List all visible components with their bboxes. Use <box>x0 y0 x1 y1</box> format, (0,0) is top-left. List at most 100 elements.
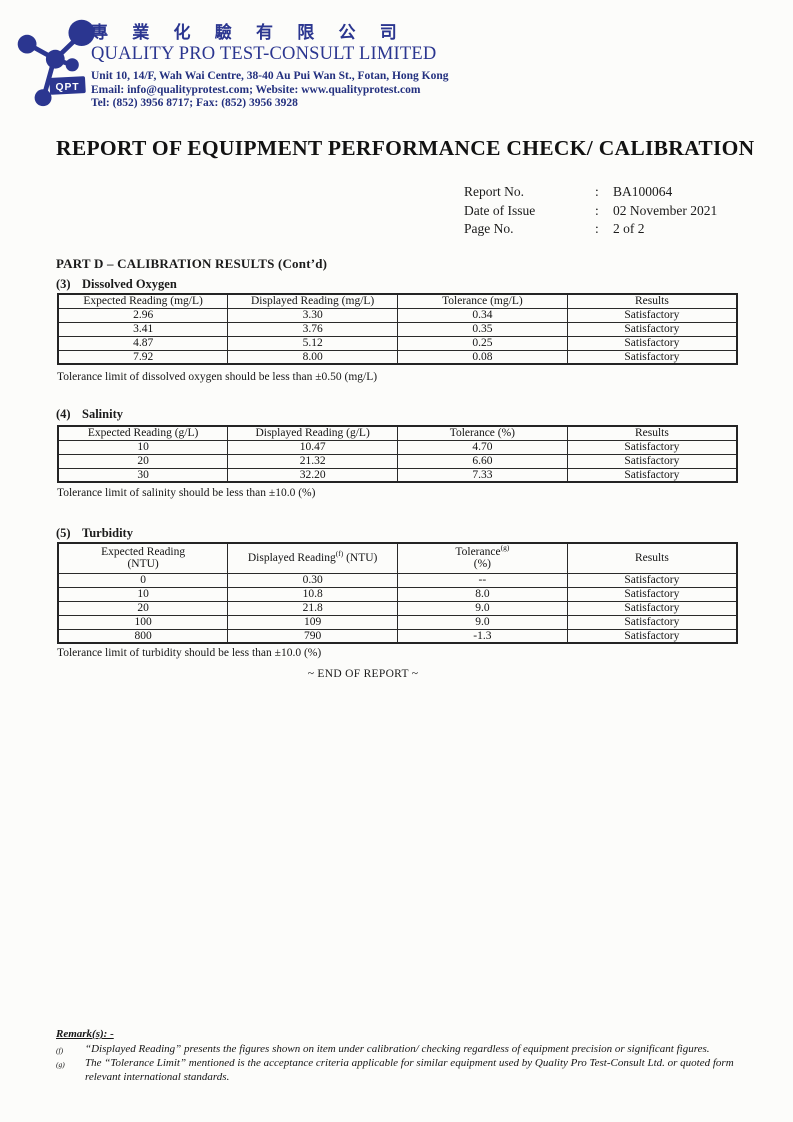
table-row: 3.41 3.76 0.35 Satisfactory <box>57 321 738 337</box>
remark-marker-f: (f) <box>56 1045 64 1055</box>
table-row: 20 21.8 9.0 Satisfactory <box>57 600 738 616</box>
column-header: Displayed Reading (g/L) <box>227 425 398 441</box>
column-header: Displayed Reading(f) (NTU) <box>227 542 398 574</box>
remarks-heading: Remark(s): - <box>56 1028 114 1040</box>
table-cell: 8.00 <box>227 349 398 365</box>
remarks-block: Remark(s): - (f) “Displayed Reading” pre… <box>56 1028 762 1084</box>
column-header: Expected Reading (g/L) <box>57 425 229 441</box>
section-4-number: (4) <box>56 407 71 421</box>
table-cell: 0.25 <box>397 335 568 351</box>
table-row: 10 10.47 4.70 Satisfactory <box>57 439 738 455</box>
table-cell: 790 <box>227 628 398 644</box>
section-3-heading: (3) Dissolved Oxygen <box>56 277 177 292</box>
company-name-chinese: 專 業 化 驗 有 限 公 司 <box>91 23 407 42</box>
table-cell: 20 <box>57 600 229 616</box>
table-row: 20 21.32 6.60 Satisfactory <box>57 453 738 469</box>
table-cell: Satisfactory <box>566 586 738 602</box>
section-5-heading: (5) Turbidity <box>56 526 133 541</box>
table-cell: 9.0 <box>397 614 568 630</box>
table-cell: Satisfactory <box>566 321 738 337</box>
table-cell: 8.0 <box>397 586 568 602</box>
footnote-marker-g: (g) <box>500 542 510 552</box>
letterhead: 專 業 化 驗 有 限 公 司 QUALITY PRO TEST-CONSULT… <box>91 18 449 111</box>
table-row: 100 109 9.0 Satisfactory <box>57 614 738 630</box>
page-no-row: Page No. : 2 of 2 <box>464 220 717 239</box>
column-header: Expected Reading (mg/L) <box>57 293 229 309</box>
table-cell: 0.30 <box>227 572 398 588</box>
logo-text: QPT <box>55 82 79 93</box>
table-cell: 100 <box>57 614 229 630</box>
table-row: 2.96 3.30 0.34 Satisfactory <box>57 307 738 323</box>
table-cell: 6.60 <box>397 453 568 469</box>
dissolved-oxygen-tolerance-note: Tolerance limit of dissolved oxygen shou… <box>57 371 378 383</box>
remark-item-g: (g) The “Tolerance Limit” mentioned is t… <box>56 1057 762 1084</box>
table-cell: 0.35 <box>397 321 568 337</box>
table-cell: Satisfactory <box>566 335 738 351</box>
date-of-issue-label: Date of Issue <box>464 202 536 218</box>
table-cell: 7.33 <box>397 467 568 483</box>
company-address: Unit 10, 14/F, Wah Wai Centre, 38-40 Au … <box>91 70 449 82</box>
table-cell: Satisfactory <box>566 628 738 644</box>
table-cell: Satisfactory <box>566 439 738 455</box>
table-cell: Satisfactory <box>566 600 738 616</box>
report-info-block: Report No. : BA100064 Date of Issue : 02… <box>464 183 717 239</box>
table-cell: 4.70 <box>397 439 568 455</box>
column-header: Results <box>566 542 738 574</box>
table-cell: Satisfactory <box>566 467 738 483</box>
column-header: Tolerance (%) <box>397 425 568 441</box>
table-cell: 10.8 <box>227 586 398 602</box>
separator: : <box>595 202 599 218</box>
company-email-website: Email: info@qualityprotest.com; Website:… <box>91 83 421 96</box>
section-3-name: Dissolved Oxygen <box>82 277 177 291</box>
table-cell: Satisfactory <box>566 307 738 323</box>
table-cell: 0.34 <box>397 307 568 323</box>
table-cell: 21.32 <box>227 453 398 469</box>
column-header: Tolerance (mg/L) <box>397 293 568 309</box>
table-row: 4.87 5.12 0.25 Satisfactory <box>57 335 738 351</box>
report-no-row: Report No. : BA100064 <box>464 183 717 202</box>
table-cell: 3.30 <box>227 307 398 323</box>
turbidity-table: Expected Reading (NTU) Displayed Reading… <box>57 542 738 644</box>
table-cell: 9.0 <box>397 600 568 616</box>
table-cell: Satisfactory <box>566 572 738 588</box>
report-title: REPORT OF EQUIPMENT PERFORMANCE CHECK/ C… <box>56 136 755 160</box>
table-row: 800 790 -1.3 Satisfactory <box>57 628 738 644</box>
table-cell: 30 <box>57 467 229 483</box>
table-cell: 20 <box>57 453 229 469</box>
table-cell: 7.92 <box>57 349 229 365</box>
date-of-issue-row: Date of Issue : 02 November 2021 <box>464 202 717 221</box>
table-cell: 10 <box>57 439 229 455</box>
qpt-molecule-logo-icon: QPT <box>17 19 95 107</box>
page-no-label: Page No. <box>464 221 514 236</box>
column-header: Expected Reading (NTU) <box>57 542 229 574</box>
company-tel-fax: Tel: (852) 3956 8717; Fax: (852) 3956 39… <box>91 97 298 109</box>
salinity-tolerance-note: Tolerance limit of salinity should be le… <box>57 487 316 499</box>
table-header-row: Expected Reading (g/L) Displayed Reading… <box>57 425 738 441</box>
dissolved-oxygen-table: Expected Reading (mg/L) Displayed Readin… <box>57 293 738 365</box>
table-cell: 800 <box>57 628 229 644</box>
table-row: 10 10.8 8.0 Satisfactory <box>57 586 738 602</box>
page-no-value: 2 of 2 <box>613 221 645 236</box>
table-cell: Satisfactory <box>566 614 738 630</box>
table-cell: 2.96 <box>57 307 229 323</box>
table-row: 7.92 8.00 0.08 Satisfactory <box>57 349 738 365</box>
table-cell: -- <box>397 572 568 588</box>
company-name-english: QUALITY PRO TEST-CONSULT LIMITED <box>91 44 437 64</box>
table-cell: Satisfactory <box>566 349 738 365</box>
table-cell: 109 <box>227 614 398 630</box>
report-no-value: BA100064 <box>613 184 673 199</box>
table-cell: 0.08 <box>397 349 568 365</box>
end-of-report-text: ~ END OF REPORT ~ <box>307 668 419 680</box>
footnote-marker-f: (f) <box>335 549 344 559</box>
section-4-heading: (4) Salinity <box>56 407 123 422</box>
report-no-label: Report No. <box>464 184 524 199</box>
column-header: Tolerance(g) (%) <box>397 542 568 574</box>
table-cell: 21.8 <box>227 600 398 616</box>
table-cell: 32.20 <box>227 467 398 483</box>
table-cell: 4.87 <box>57 335 229 351</box>
column-header: Results <box>566 293 738 309</box>
turbidity-tolerance-note: Tolerance limit of turbidity should be l… <box>57 647 322 659</box>
table-row: 0 0.30 -- Satisfactory <box>57 572 738 588</box>
date-of-issue-value: 02 November 2021 <box>613 202 718 218</box>
